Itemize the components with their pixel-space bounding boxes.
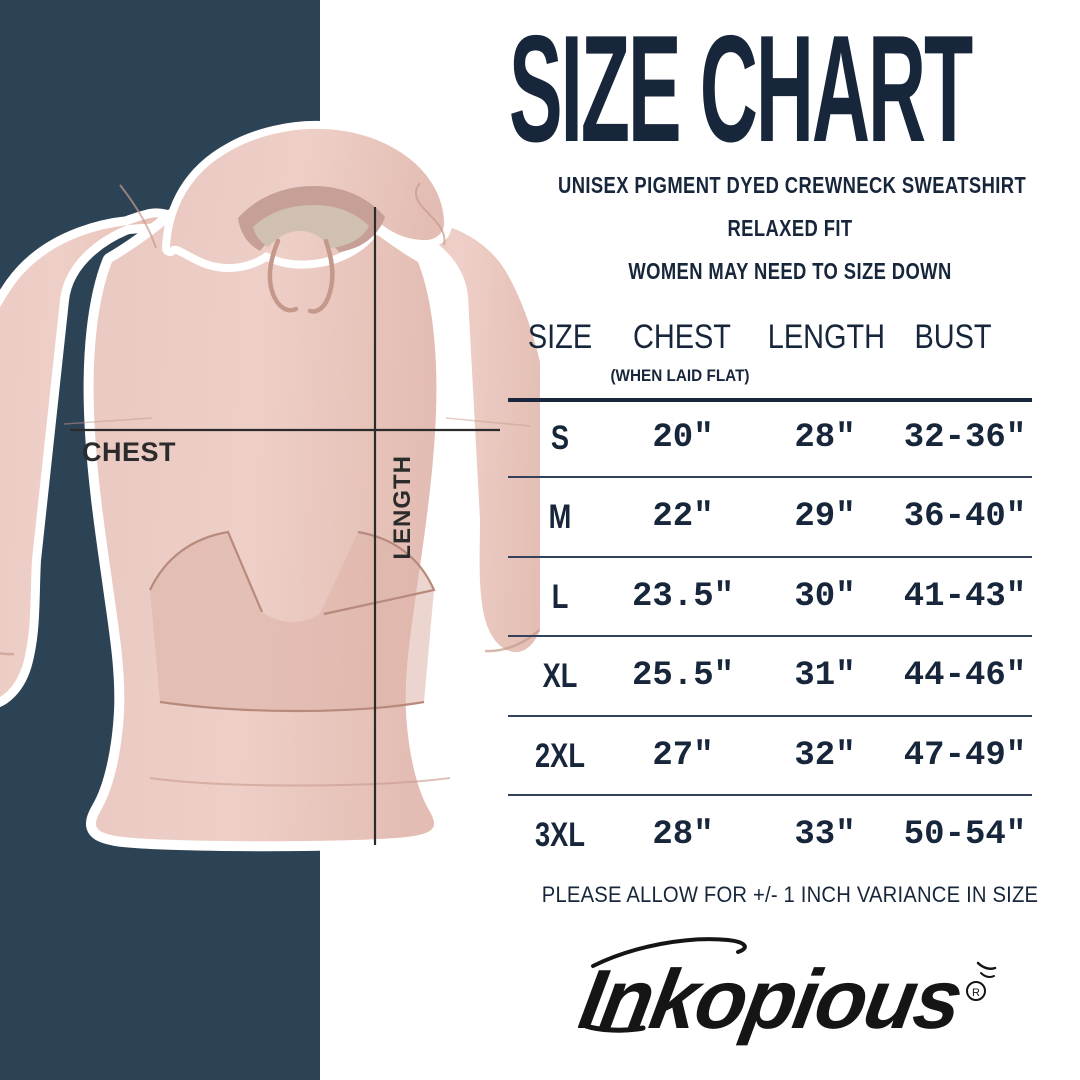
svg-text:R: R: [972, 987, 980, 999]
svg-text:Inkopious: Inkopious: [578, 952, 968, 1046]
